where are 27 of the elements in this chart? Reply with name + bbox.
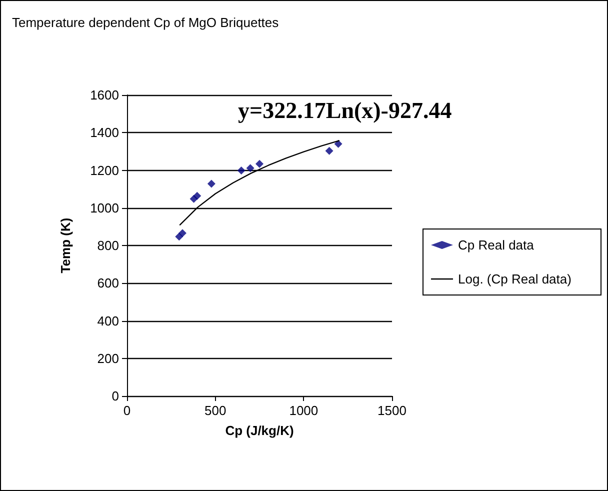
point: [246, 164, 254, 172]
y-tick-label: 600: [97, 276, 119, 291]
x-tick-label: 0: [123, 403, 131, 418]
x-tick-label: 500: [204, 403, 226, 418]
x-tick-label: 1000: [289, 403, 318, 418]
point: [193, 192, 202, 200]
x-tick-label: 1500: [378, 403, 406, 418]
y-tick-label: 1400: [90, 125, 119, 140]
y-tick-label: 1600: [90, 88, 119, 102]
y-tick-label: 0: [112, 388, 119, 404]
y-tick-label: 1000: [90, 200, 119, 216]
y-tick-label: 800: [97, 238, 119, 253]
point: [334, 140, 342, 148]
point: [178, 229, 186, 238]
y-tick-label: 1200: [90, 162, 119, 178]
point: [325, 146, 334, 155]
point: [256, 160, 264, 168]
y-axis-title: Temp (K): [58, 218, 73, 274]
y-tick-label: 200: [97, 350, 119, 366]
y-tick-label: 400: [97, 313, 119, 328]
annotation: y=322.17Ln(x)-927.44: [238, 98, 452, 123]
legend-label: Log. (Cp Real data): [458, 272, 572, 286]
legend-label: Cp Real data: [458, 238, 535, 252]
point: [237, 166, 246, 174]
x-axis-title: Cp (J/kg/K): [225, 423, 294, 438]
chart-title: Temperature dependent Cp of MgO Briquettes: [12, 15, 280, 30]
point: [207, 180, 216, 188]
